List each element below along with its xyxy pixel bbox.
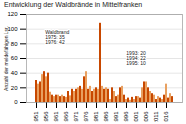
svg-text:2016: 2016	[163, 111, 169, 122]
svg-text:1981: 1981	[93, 111, 99, 122]
svg-text:1956: 1956	[43, 111, 49, 122]
svg-text:80: 80	[11, 41, 18, 47]
svg-text:2011: 2011	[153, 111, 159, 122]
html-text:Entwicklung der Waldbrände in: Entwicklung der Waldbrände in Mittelfran…	[4, 1, 143, 8]
svg-text:1986: 1986	[103, 111, 109, 122]
svg-text:40: 40	[11, 70, 18, 76]
svg-text:2006: 2006	[143, 111, 149, 122]
svg-text:60: 60	[11, 55, 18, 61]
svg-text:120: 120	[7, 11, 18, 17]
svg-text:1961: 1961	[53, 111, 59, 122]
svg-text:20: 20	[11, 85, 18, 91]
svg-text:1991: 1991	[113, 111, 119, 122]
svg-text:1966: 1966	[63, 111, 69, 122]
svg-text:1971: 1971	[73, 111, 79, 122]
svg-text:1993: 201994: 221995: 10: 1993: 201994: 221995: 10	[126, 50, 146, 66]
svg-text:1951: 1951	[33, 111, 39, 122]
svg-text:0: 0	[14, 99, 18, 105]
svg-text:1996: 1996	[123, 111, 129, 122]
svg-text:1976: 1976	[83, 111, 89, 122]
svg-text:Anzahl der meldefähigen Lsr.: Anzahl der meldefähigen Lsr.	[3, 26, 9, 91]
svg-text:100: 100	[7, 26, 18, 33]
svg-text:2001: 2001	[133, 111, 139, 122]
svg-text:Waldbrand1975: 351976: 42: Waldbrand1975: 351976: 42	[45, 29, 69, 45]
